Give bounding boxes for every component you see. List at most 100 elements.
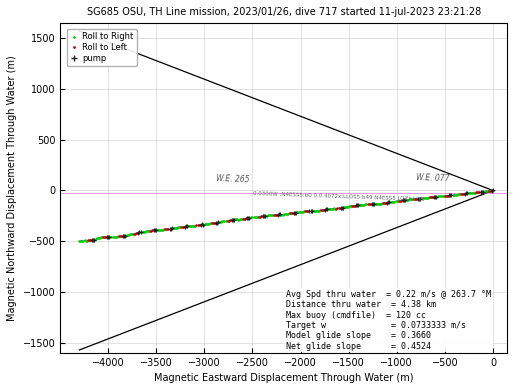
Point [291,210,299,216]
Point [427,194,436,200]
Point [469,190,477,196]
Point [440,193,448,199]
Point [140,229,149,235]
Point [177,224,185,230]
Point [401,197,409,203]
Point [142,228,151,234]
Point [335,205,344,211]
Point [375,201,383,207]
Point [237,216,245,222]
Point [209,220,217,226]
Point [234,216,242,223]
Point [356,202,365,208]
Point [160,226,168,232]
Point [448,192,457,198]
Point [193,222,202,228]
Point [144,228,152,234]
Point [229,217,237,223]
Point [325,206,333,212]
Point [168,225,177,231]
Point [109,234,118,240]
Point [215,219,224,225]
Point [472,190,480,196]
Point [88,237,96,243]
Point [123,232,131,238]
Point [228,217,236,223]
Point [196,222,204,228]
Point [329,206,337,212]
Point [397,197,405,204]
Point [172,225,180,231]
Point [385,199,394,206]
Point [330,205,339,211]
Point [402,197,410,203]
Point [116,233,125,239]
Point [294,209,302,215]
Point [377,200,385,207]
Point [240,216,249,222]
Point [122,233,130,239]
Point [276,211,284,217]
Point [138,229,147,235]
Point [380,200,388,206]
Point [204,221,212,227]
Point [388,199,397,205]
Point [421,195,430,201]
Point [213,220,222,226]
Point [97,234,105,240]
Point [278,211,287,218]
Point [365,201,373,207]
Point [268,212,276,218]
Point [226,217,234,223]
Point [124,232,132,238]
Point [326,206,334,212]
Point [436,193,444,199]
Point [130,231,138,237]
X-axis label: Magnetic Eastward Displacement Through Water (m): Magnetic Eastward Displacement Through W… [154,373,413,383]
Point [305,208,314,214]
Text: W.E. 265: W.E. 265 [216,174,250,184]
Point [350,203,358,209]
Point [446,192,454,199]
Point [251,214,259,220]
Point [339,204,347,211]
Point [175,224,183,230]
Point [105,234,113,240]
Point [185,223,193,229]
Point [190,222,199,229]
Point [165,226,174,232]
Point [333,205,342,211]
Point [366,201,374,207]
Point [128,231,136,238]
Point [281,211,290,217]
Point [362,201,371,207]
Point [90,236,99,243]
Point [316,207,324,214]
Point [384,199,393,206]
Point [332,206,341,212]
Point [289,210,297,216]
Point [137,229,146,235]
Point [336,205,345,211]
Point [483,188,491,194]
Point [96,234,104,241]
Point [231,216,239,223]
Point [171,225,179,231]
Point [348,203,356,209]
Point [77,238,86,244]
Point [360,202,369,208]
Point [287,210,295,216]
Legend: Roll to Right, Roll to Left, pump: Roll to Right, Roll to Left, pump [67,29,137,66]
Point [347,203,355,209]
Point [189,223,198,229]
Point [398,197,406,204]
Point [258,213,267,219]
Point [181,224,189,230]
Point [371,201,379,207]
Point [340,204,348,211]
Point [422,195,431,201]
Point [476,189,485,195]
Point [369,201,377,207]
Point [403,197,411,203]
Point [277,211,285,218]
